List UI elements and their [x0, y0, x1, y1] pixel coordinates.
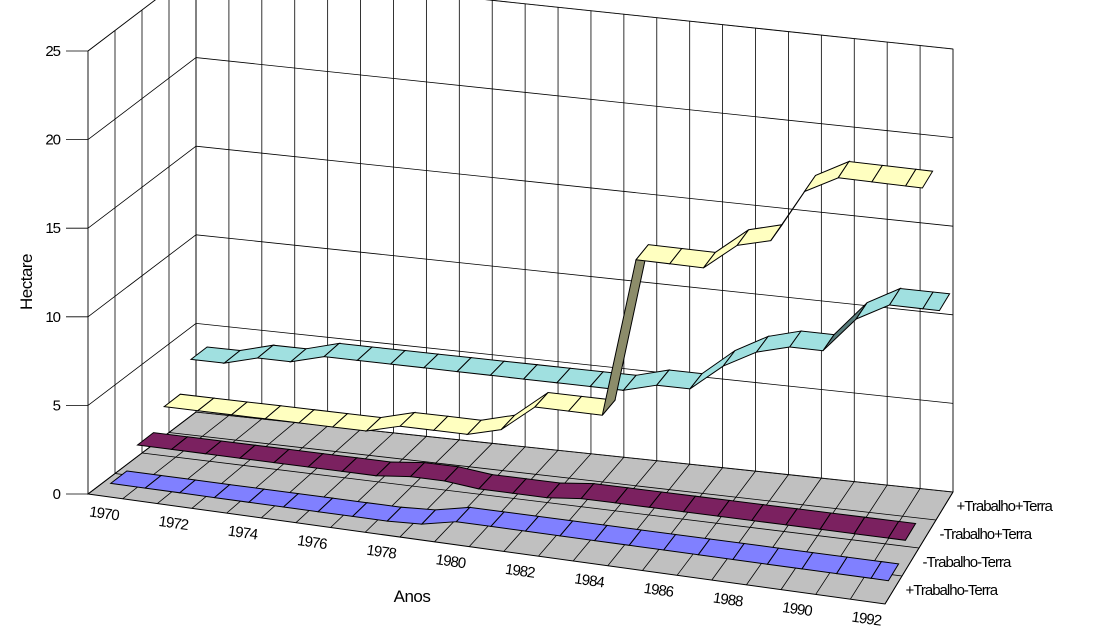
- series-ribbon: [189, 287, 951, 391]
- x-tick-label: 1982: [504, 561, 536, 582]
- series-ribbon: [162, 160, 934, 436]
- y-tick-label: 5: [53, 397, 61, 414]
- floor-depth-line: [141, 452, 920, 549]
- series-label: -Trabalho+Terra: [940, 526, 1033, 543]
- x-tick-label: 1984: [573, 570, 605, 591]
- y-tick-label: 25: [45, 43, 60, 60]
- x-tick-label: 1972: [158, 513, 190, 534]
- series-label: +Trabalho-Terra: [906, 582, 999, 599]
- data-point: [870, 561, 900, 582]
- y-tick-label: 20: [45, 132, 60, 149]
- y-tick-label: 15: [45, 220, 60, 237]
- y-tick-label: 10: [45, 309, 60, 326]
- x-tick-label: 1974: [227, 523, 259, 544]
- x-tick-label: 1992: [851, 609, 883, 630]
- value-gridline: [87, 0, 954, 52]
- data-point: [921, 291, 951, 312]
- x-tick-label: 1988: [712, 590, 744, 611]
- y-axis-title: Hectare: [17, 254, 36, 310]
- data-point: [887, 520, 917, 541]
- axis-labels: 0 5 10 15 20 25 1970 1972 1974 1976 1978 1980 1982 19…: [45, 43, 1054, 630]
- x-axis-title: Anos: [394, 587, 431, 606]
- data-point: [904, 168, 934, 189]
- x-tick-label: 1980: [435, 551, 467, 572]
- x-tick-label: 1970: [88, 503, 120, 524]
- series-label: +Trabalho+Terra: [957, 498, 1054, 515]
- series-ribbon: [136, 432, 917, 541]
- series-ribbon: [109, 470, 900, 582]
- x-tick-label: 1976: [296, 532, 328, 553]
- series-ribbons: [109, 160, 951, 582]
- x-tick-label: 1978: [365, 542, 397, 563]
- x-tick-label: 1986: [643, 580, 675, 601]
- series-label: -Trabalho-Terra: [923, 554, 1012, 571]
- y-tick-label: 0: [53, 486, 61, 503]
- x-tick-label: 1990: [781, 599, 813, 620]
- floor-depth-line: [168, 432, 937, 521]
